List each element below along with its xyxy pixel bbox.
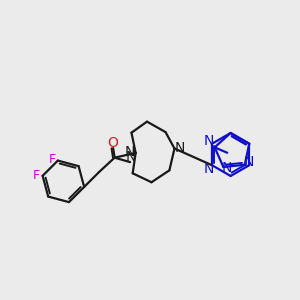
Text: N: N	[222, 160, 232, 175]
Text: N: N	[125, 146, 136, 159]
Text: N: N	[244, 155, 254, 170]
Text: F: F	[48, 153, 56, 166]
Text: N: N	[204, 162, 214, 176]
Text: F: F	[32, 169, 40, 182]
Text: N: N	[203, 134, 214, 148]
Text: N: N	[175, 141, 185, 155]
Text: N: N	[125, 150, 136, 164]
Text: O: O	[108, 136, 118, 150]
